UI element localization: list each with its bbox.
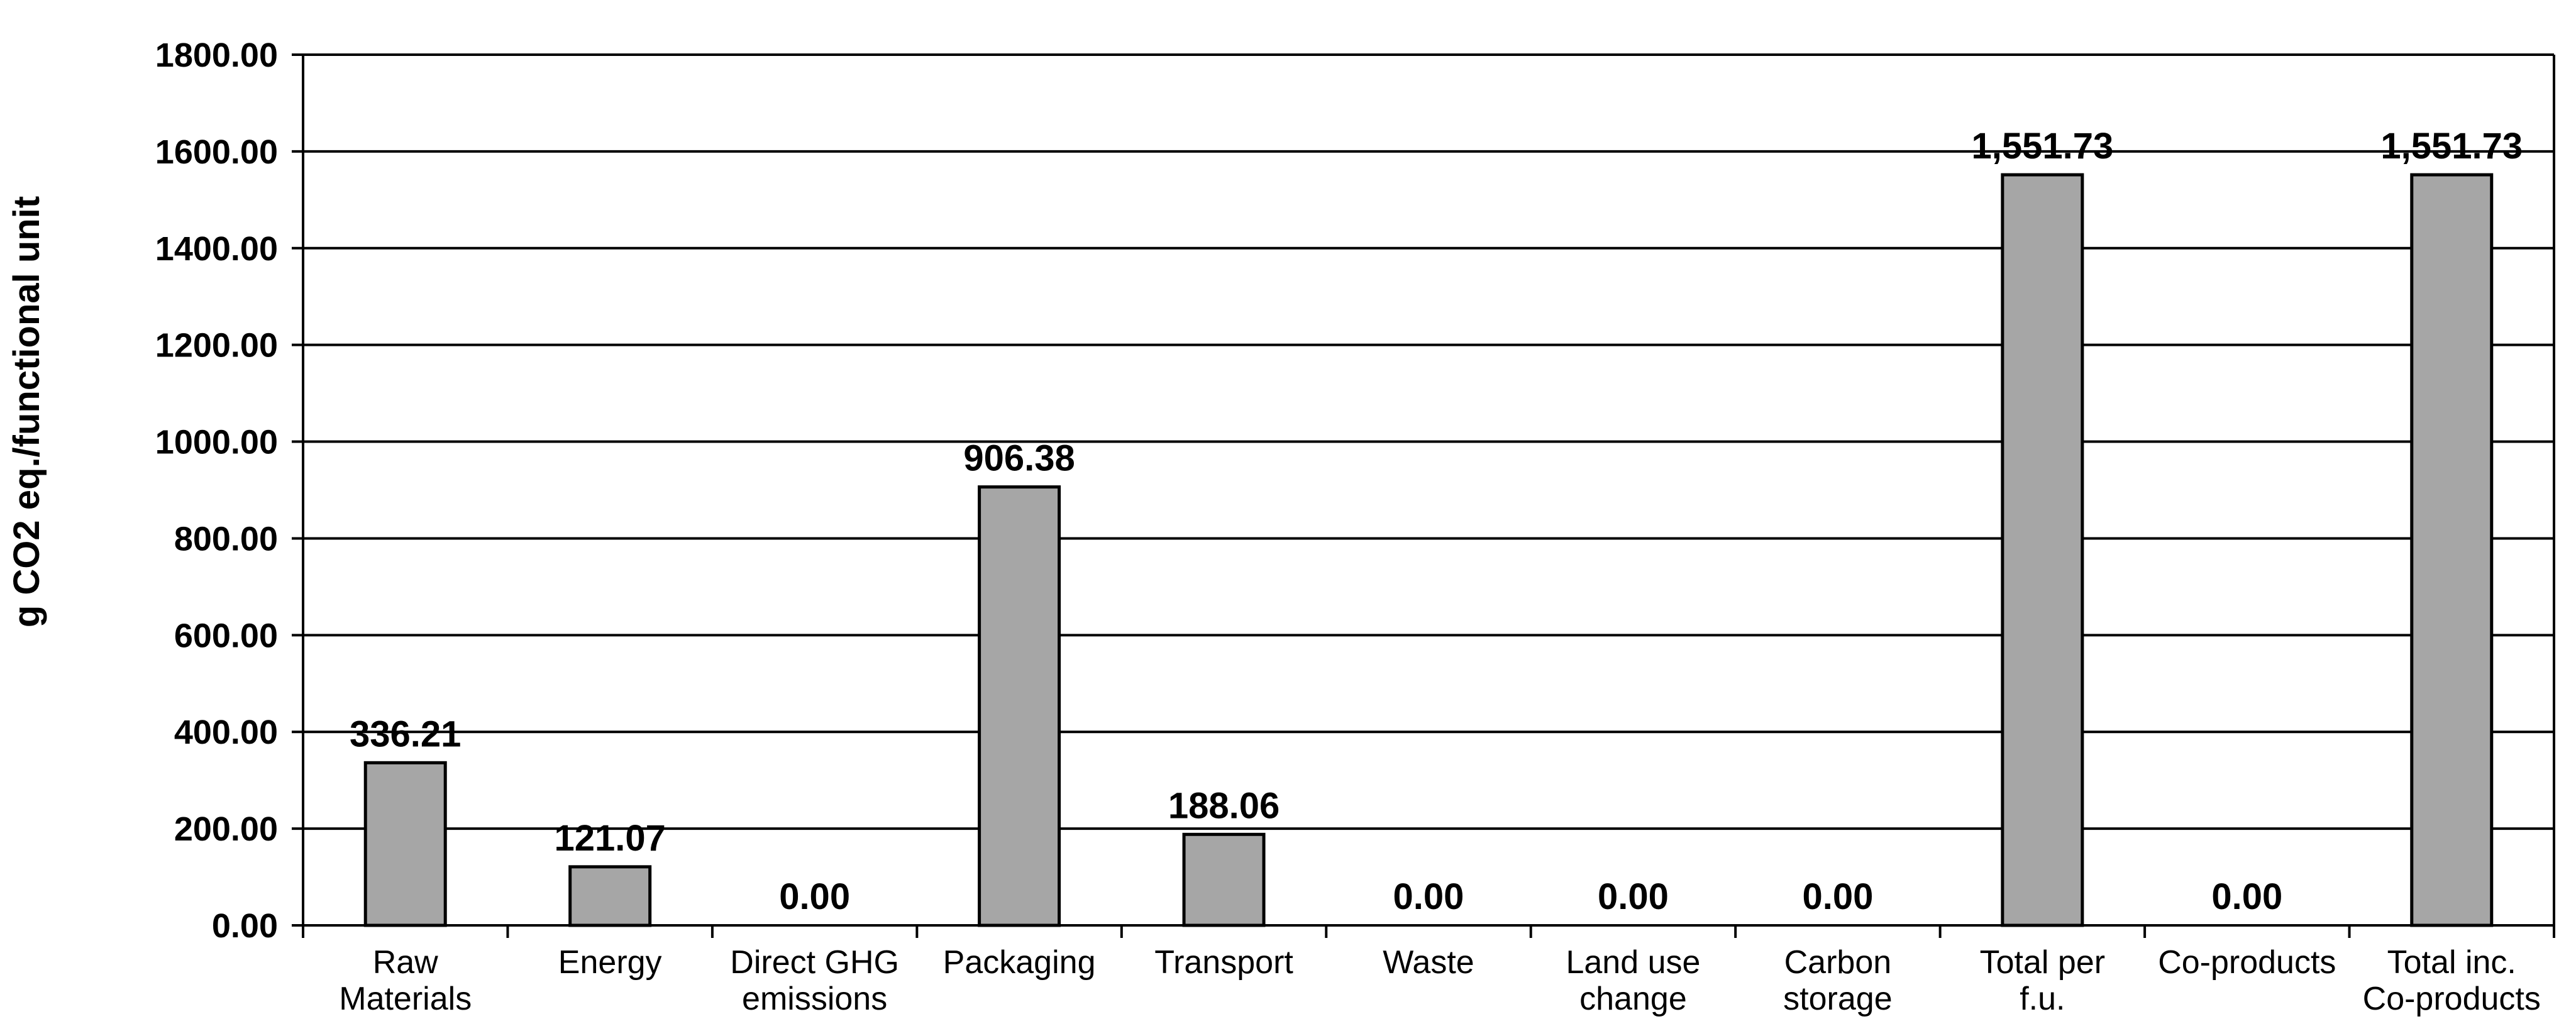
gridlines [302, 53, 2555, 927]
x-category-label: Packaging [943, 944, 1096, 981]
x-category-label: Transport [1154, 944, 1293, 981]
data-label: 1,551.73 [2380, 126, 2523, 167]
y-tick-label: 800.00 [174, 520, 278, 558]
data-label: 0.00 [1802, 876, 1873, 917]
y-tick-label: 600.00 [174, 617, 278, 654]
data-label: 0.00 [779, 876, 850, 917]
x-category-label: emissions [742, 981, 887, 1017]
x-category-label: Carbon [1784, 944, 1892, 981]
bar [568, 865, 652, 927]
data-label: 0.00 [1598, 876, 1669, 917]
x-category-label: Total inc. [2387, 944, 2516, 981]
x-category-label: Raw [373, 944, 438, 981]
x-category-label: Total per [1980, 944, 2105, 981]
x-category-label: change [1579, 981, 1687, 1017]
x-category-label: Energy [558, 944, 662, 981]
x-category-label: f.u. [2020, 981, 2065, 1017]
x-category-label: Co-products [2158, 944, 2336, 981]
x-category-label: Direct GHG [730, 944, 899, 981]
y-axis-ticks: 0.00 200.00 400.00 600.00 800.00 1000.00 1200.… [155, 36, 303, 945]
y-tick-label: 400.00 [174, 714, 278, 751]
x-category-label: Waste [1383, 944, 1474, 981]
x-category-label: Co-products [2363, 981, 2541, 1017]
data-label: 188.06 [1168, 785, 1280, 826]
x-category-label: storage [1783, 981, 1892, 1017]
data-label: 0.00 [2211, 876, 2282, 917]
bars [363, 173, 2494, 927]
data-label: 1,551.73 [1971, 126, 2113, 167]
bar [363, 761, 447, 927]
y-tick-label: 0.00 [212, 907, 278, 945]
bar [2001, 173, 2084, 927]
data-label: 336.21 [350, 714, 461, 754]
bar [978, 485, 1061, 927]
y-axis-title: g CO2 eq./functional unit [6, 196, 47, 627]
data-label: 121.07 [554, 818, 665, 859]
x-category-label: Land use [1566, 944, 1700, 981]
y-tick-label: 200.00 [174, 810, 278, 848]
bar [2410, 173, 2494, 927]
data-labels: 336.21 121.07 0.00 906.38 188.06 0.00 0.00 0.00… [350, 126, 2523, 917]
x-category-label: Materials [339, 981, 472, 1017]
y-tick-label: 1800.00 [155, 36, 278, 74]
y-tick-label: 1600.00 [155, 133, 278, 171]
data-label: 906.38 [963, 438, 1075, 479]
data-label: 0.00 [1393, 876, 1464, 917]
y-tick-label: 1200.00 [155, 327, 278, 365]
bar [1182, 832, 1266, 927]
y-tick-label: 1400.00 [155, 230, 278, 268]
y-tick-label: 1000.00 [155, 424, 278, 461]
